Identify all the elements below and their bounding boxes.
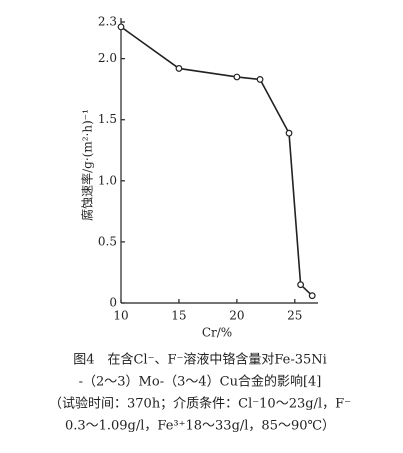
caption-line: 0.3～1.09g/l，Fe³⁺18～33g/l，85～90℃） [65, 419, 335, 434]
y-tick-label: 1.5 [98, 112, 117, 126]
data-line [120, 26, 313, 297]
caption-line: （试验时间：370h；介质条件：Cl⁻10～23g/l，F⁻ [49, 396, 351, 412]
caption-line: 图4 在含Cl⁻、F⁻溶液中铬含量对Fe-35Ni [73, 352, 327, 368]
x-tick-label: 20 [229, 309, 244, 323]
y-axis-label: 腐蚀速率/g·(m²·h)⁻¹ [80, 109, 95, 221]
y-tick-label: 0.5 [98, 234, 117, 248]
data-point [285, 129, 293, 137]
data-point [297, 281, 305, 289]
y-tick-label: 2.0 [98, 51, 117, 65]
data-point [308, 292, 316, 300]
data-point [117, 23, 125, 31]
y-tick-label: 1.0 [98, 173, 117, 187]
y-tick-label: 2.3 [98, 15, 117, 29]
y-tick-label: 0 [109, 296, 117, 310]
data-point [256, 76, 264, 83]
x-tick-label: 15 [171, 309, 186, 323]
x-axis-label: Cr/% [202, 326, 232, 340]
data-point [233, 73, 241, 81]
x-tick-label: 10 [113, 309, 128, 323]
data-point [175, 65, 183, 72]
x-tick-label: 25 [287, 309, 302, 323]
caption-line: -（2～3）Mo-（3～4）Cu合金的影响[4] [79, 374, 322, 390]
